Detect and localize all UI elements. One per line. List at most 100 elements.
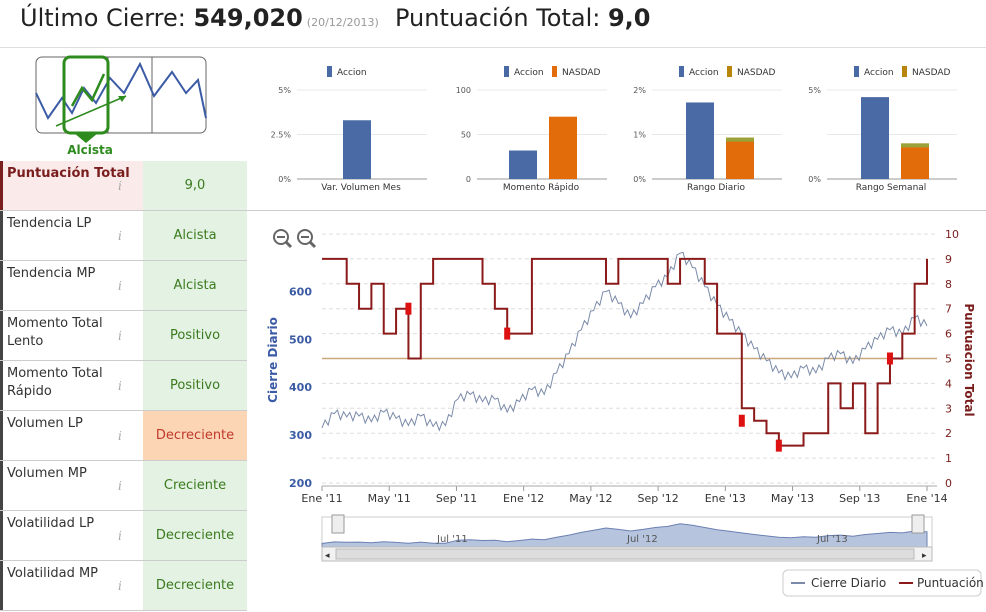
zoom-in-icon-handle bbox=[284, 240, 293, 249]
bar bbox=[549, 116, 577, 179]
info-icon[interactable]: i bbox=[118, 228, 122, 243]
y-tick-label: 0% bbox=[278, 175, 291, 184]
legend-swatch bbox=[727, 66, 732, 77]
info-icon[interactable]: i bbox=[118, 328, 122, 343]
navigator-label: Jul '11 bbox=[436, 534, 468, 545]
last-close-label: Último Cierre: bbox=[20, 4, 186, 32]
navigator-label: Jul '13 bbox=[816, 534, 848, 545]
y-tick-label: 600 bbox=[289, 285, 312, 298]
x-tick-label: Ene '11 bbox=[301, 492, 342, 505]
legend-score-label: Puntuación bbox=[917, 576, 984, 590]
y2-tick-label: 8 bbox=[945, 278, 952, 291]
bar bbox=[686, 102, 714, 179]
y-tick-label: 2% bbox=[633, 86, 646, 95]
score-value: 9,0 bbox=[143, 161, 247, 210]
info-icon[interactable]: i bbox=[118, 428, 122, 443]
y-axis-label: Cierre Diario bbox=[266, 317, 280, 403]
navigator-handle-left[interactable] bbox=[331, 514, 345, 534]
score-label: Momento Total Rápido bbox=[0, 361, 143, 410]
score-label: Volumen MP bbox=[0, 461, 143, 510]
score-row: Tendencia MP i Alcista bbox=[0, 261, 247, 311]
info-icon[interactable]: i bbox=[118, 178, 122, 193]
chart-title: Rango Semanal bbox=[856, 183, 927, 193]
navigator-label: Jul '12 bbox=[626, 534, 658, 545]
x-tick-label: Ene '14 bbox=[906, 492, 947, 505]
y2-axis-label: Puntuacion Total bbox=[962, 303, 976, 416]
y-tick-label: 500 bbox=[289, 333, 312, 346]
bar-cap bbox=[901, 143, 929, 148]
score-label: Volumen LP bbox=[0, 411, 143, 460]
navigator: Jul '11 Jul '12 Jul '13 ◂ ▸ bbox=[321, 514, 933, 562]
mini-chart: Accion 5% 2.5% 0% Var. Volumen Mes bbox=[271, 66, 427, 193]
y2-tick-label: 9 bbox=[945, 253, 952, 266]
y-tick-label: 0% bbox=[633, 175, 646, 184]
score-value: Alcista bbox=[143, 211, 247, 260]
chart-title: Rango Diario bbox=[687, 183, 746, 193]
score-marker bbox=[775, 439, 782, 452]
divider bbox=[247, 210, 986, 211]
bar bbox=[726, 137, 754, 179]
chart-title: Var. Volumen Mes bbox=[321, 183, 401, 193]
x-tick-label: Sep '12 bbox=[637, 492, 678, 505]
y2-tick-label: 7 bbox=[945, 303, 952, 316]
legend-box bbox=[782, 569, 982, 597]
mini-chart: Accion NASDAD 5% 0% Rango Semanal bbox=[808, 66, 957, 193]
legend-label: Accion bbox=[864, 68, 894, 78]
score-marker bbox=[738, 414, 745, 427]
scrollbar-thumb[interactable] bbox=[335, 548, 915, 560]
score-label: Puntuación Total bbox=[0, 161, 143, 210]
x-tick-label: May '13 bbox=[771, 492, 814, 505]
navigator-handle-right[interactable] bbox=[911, 514, 925, 534]
legend-swatch bbox=[504, 66, 509, 77]
y2-tick-label: 4 bbox=[945, 377, 952, 390]
mini-charts: Accion 5% 2.5% 0% Var. Volumen Mes Accion NASD… bbox=[271, 66, 957, 193]
y-tick-label: 0 bbox=[466, 175, 471, 184]
legend-swatch bbox=[327, 66, 332, 77]
info-icon[interactable]: i bbox=[118, 278, 122, 293]
score-row: Volatilidad LP i Decreciente bbox=[0, 511, 247, 561]
chart-title: Momento Rápido bbox=[503, 183, 580, 193]
scroll-right-icon: ▸ bbox=[922, 551, 927, 561]
y-tick-label: 300 bbox=[289, 429, 312, 442]
trend-indicator: Alcista bbox=[0, 48, 247, 160]
score-value: Positivo bbox=[143, 311, 247, 360]
last-close: Último Cierre: 549,020 (20/12/2013) bbox=[20, 4, 379, 32]
y2-tick-label: 2 bbox=[945, 427, 952, 440]
chart-legend: Cierre Diario Puntuación bbox=[782, 569, 984, 597]
x-tick-label: Sep '13 bbox=[839, 492, 880, 505]
score-label: Volatilidad MP bbox=[0, 561, 143, 610]
y2-tick-label: 0 bbox=[945, 477, 952, 490]
info-icon[interactable]: i bbox=[118, 478, 122, 493]
zoom-out-icon[interactable] bbox=[297, 229, 317, 249]
info-icon[interactable]: i bbox=[118, 528, 122, 543]
total-score-label: Puntuación Total: bbox=[395, 4, 601, 32]
score-row: Momento Total Rápido i Positivo bbox=[0, 361, 247, 411]
score-value: Decreciente bbox=[143, 561, 247, 610]
y-tick-label: 100 bbox=[456, 86, 471, 95]
bar bbox=[343, 120, 371, 179]
x-tick-label: Ene '13 bbox=[705, 492, 746, 505]
last-close-date: (20/12/2013) bbox=[306, 16, 379, 29]
x-tick-label: May '11 bbox=[368, 492, 411, 505]
bar bbox=[509, 150, 537, 179]
x-tick-label: Sep '11 bbox=[436, 492, 477, 505]
info-icon[interactable]: i bbox=[118, 578, 122, 593]
legend-label: NASDAD bbox=[912, 68, 951, 78]
trend-label: Alcista bbox=[67, 143, 113, 157]
total-score-value: 9,0 bbox=[607, 4, 651, 32]
score-value: Positivo bbox=[143, 361, 247, 410]
y-tick-label: 5% bbox=[278, 86, 291, 95]
bar bbox=[901, 143, 929, 179]
zoom-in-icon[interactable] bbox=[273, 229, 293, 249]
y2-tick-label: 5 bbox=[945, 353, 952, 366]
score-row: Volumen LP i Decreciente bbox=[0, 411, 247, 461]
score-row: Puntuación Total i 9,0 bbox=[0, 161, 247, 211]
y2-tick-label: 1 bbox=[945, 452, 952, 465]
score-label: Volatilidad LP bbox=[0, 511, 143, 560]
score-series-line bbox=[322, 257, 928, 447]
mini-chart: Accion NASDAD 2% 1% 0% Rango Diario bbox=[633, 66, 782, 193]
legend-label: NASDAD bbox=[737, 68, 776, 78]
total-score: Puntuación Total: 9,0 bbox=[395, 4, 650, 32]
score-row: Momento Total Lento i Positivo bbox=[0, 311, 247, 361]
info-icon[interactable]: i bbox=[118, 378, 122, 393]
